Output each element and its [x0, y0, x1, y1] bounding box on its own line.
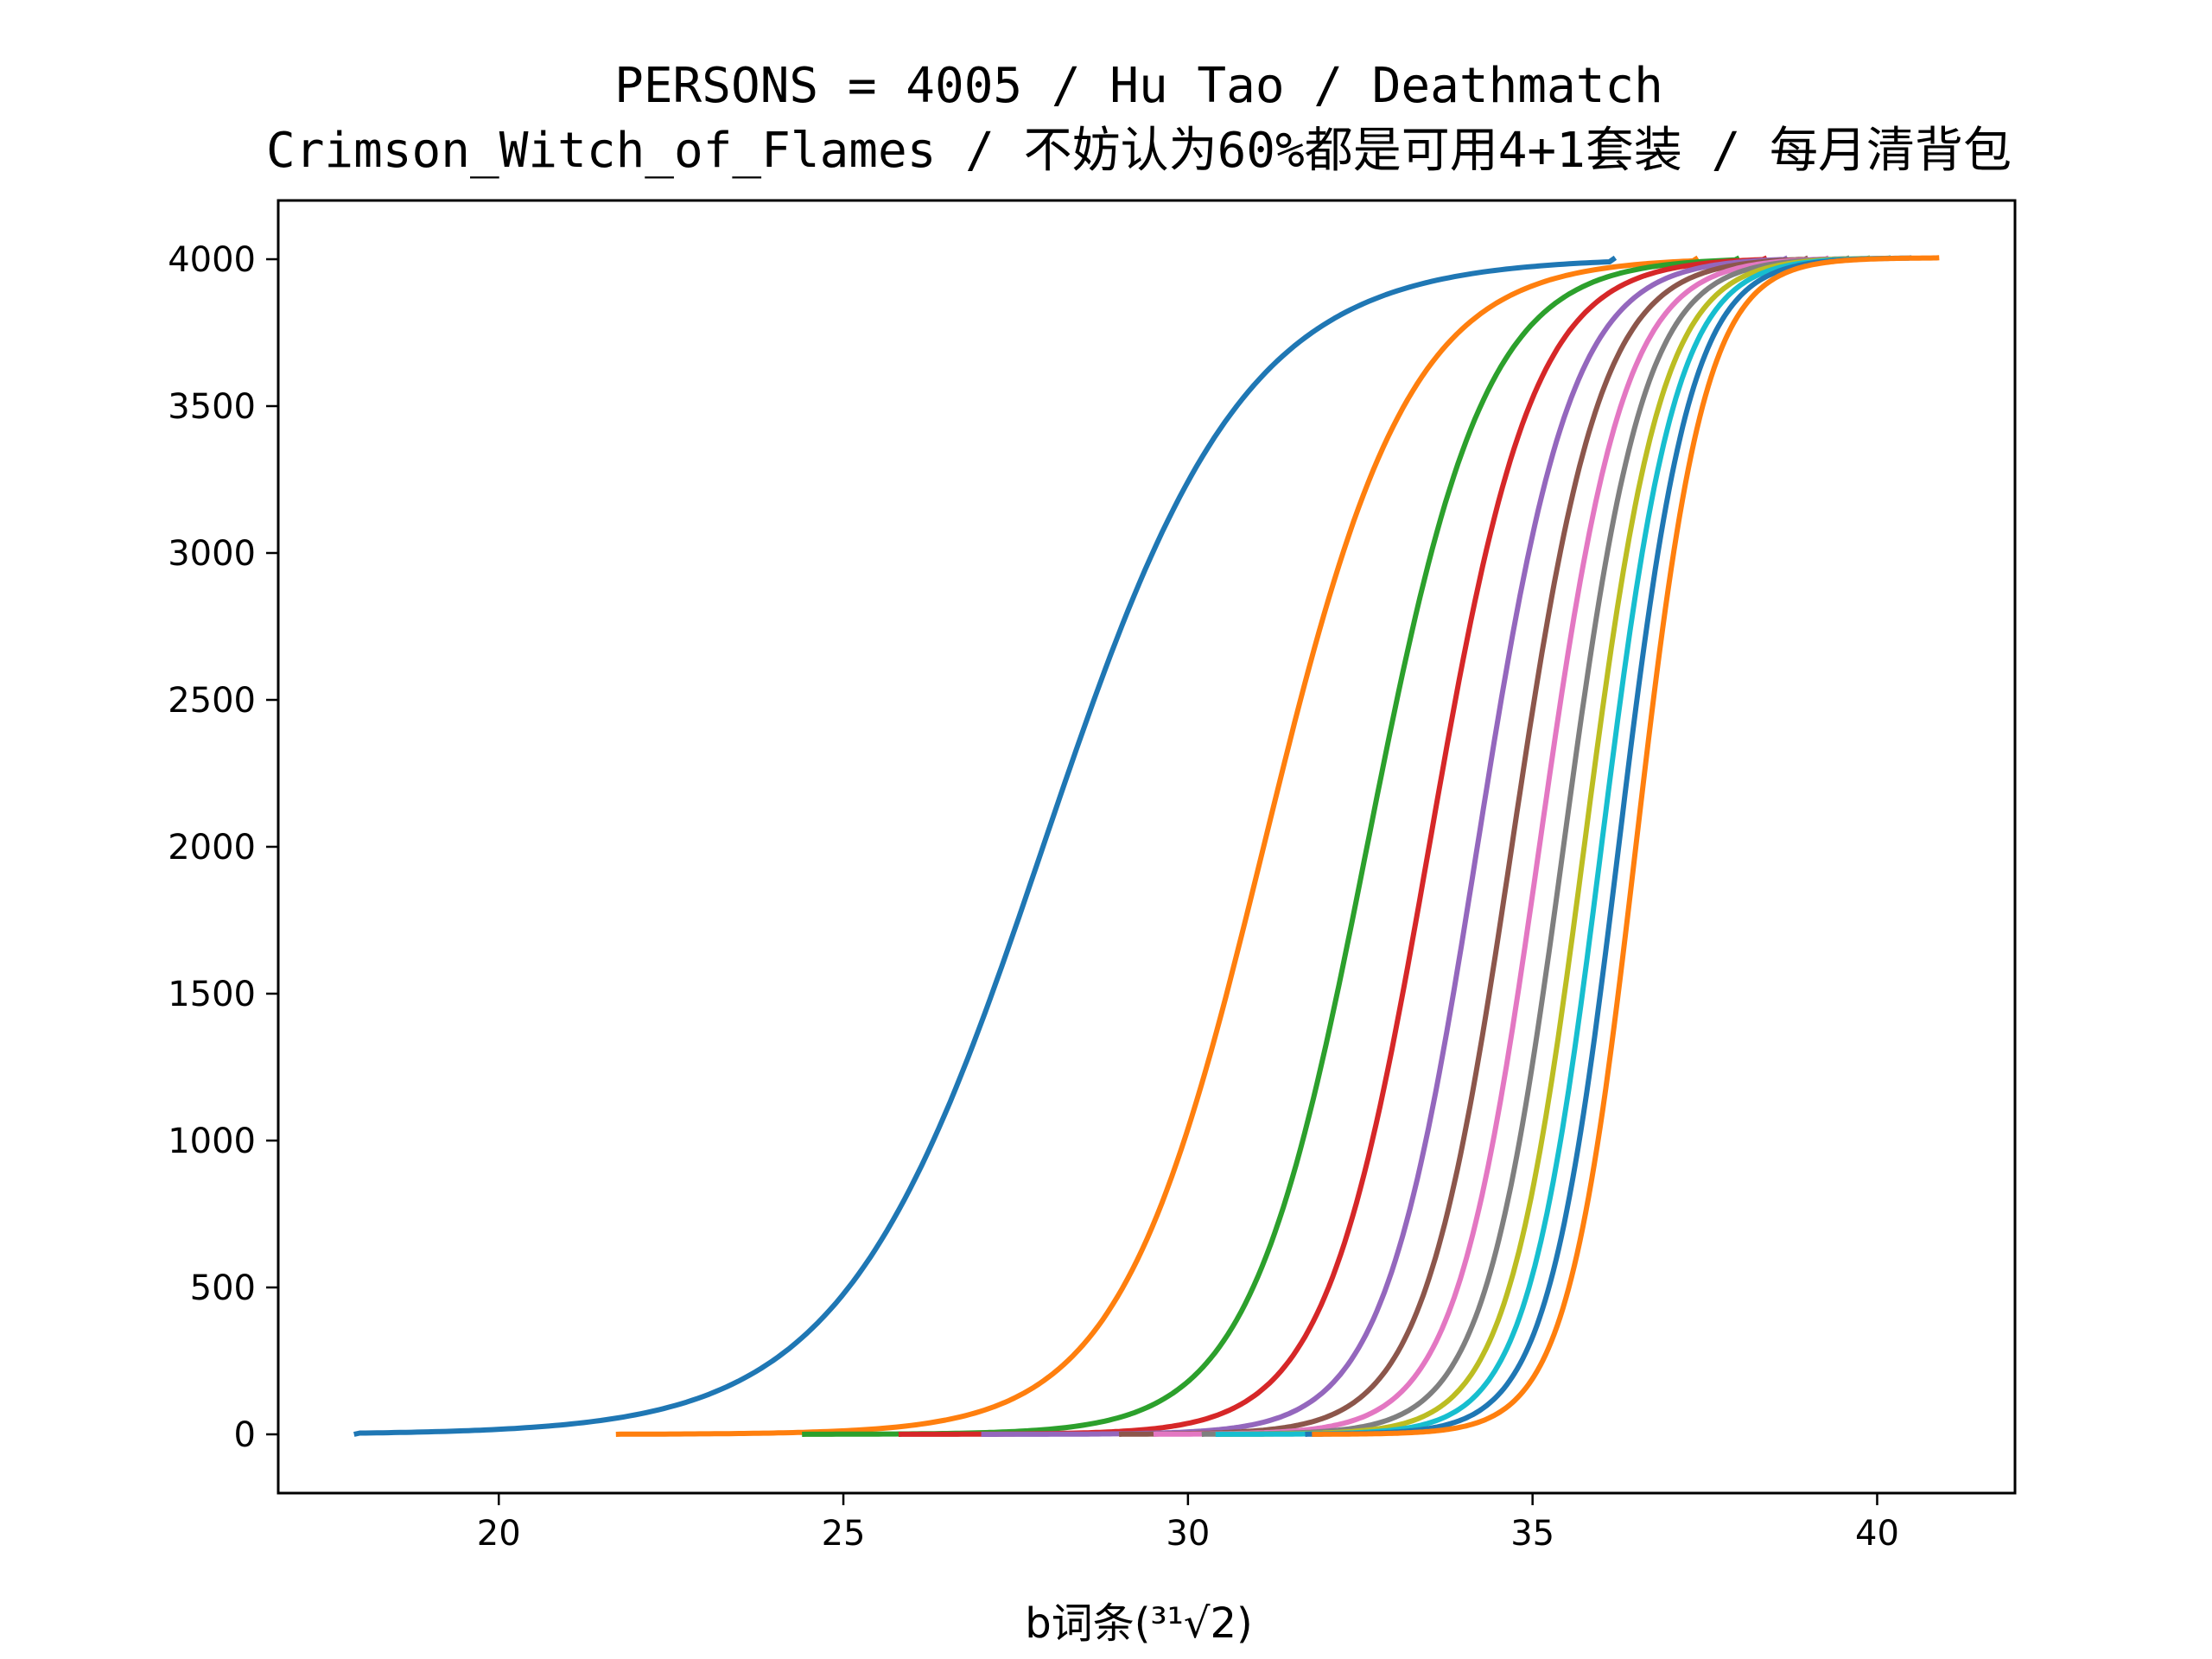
x-tick-label: 25	[822, 1514, 866, 1554]
series-line-6	[1118, 255, 1810, 1437]
series-line-10	[1215, 255, 1891, 1437]
series-layer	[353, 255, 1940, 1437]
y-axis: 0 500 1000 1500 2000 2500 3000 3500 4000	[168, 240, 278, 1455]
chart-title: PERSONS = 4005 / Hu Tao / Deathmatch	[614, 58, 1663, 114]
x-tick-label: 35	[1510, 1514, 1554, 1554]
x-axis: 20 25 30 35 40	[477, 1493, 1899, 1554]
y-tick-label: 1000	[168, 1122, 256, 1161]
y-tick-label: 0	[234, 1415, 256, 1455]
x-axis-label: b词条(³¹√2)	[1025, 1599, 1253, 1648]
x-tick-label: 40	[1855, 1514, 1899, 1554]
series-line-7	[1153, 255, 1830, 1437]
y-tick-label: 3000	[168, 534, 256, 574]
series-line-12	[1312, 255, 1940, 1437]
plot-frame	[276, 199, 2017, 1495]
y-tick-label: 3500	[168, 387, 256, 427]
series-line-9	[1215, 255, 1872, 1437]
series-line-5	[981, 255, 1789, 1437]
y-tick-label: 1500	[168, 975, 256, 1014]
series-line-3	[802, 255, 1741, 1437]
y-tick-label: 2500	[168, 681, 256, 721]
chart-subtitle: Crimson_Witch_of_Flames / 不妨认为60%都是可用4+1…	[266, 123, 2012, 179]
y-tick-label: 4000	[168, 240, 256, 280]
x-tick-label: 30	[1166, 1514, 1210, 1554]
series-line-2	[615, 255, 1700, 1437]
series-line-1	[353, 255, 1618, 1437]
x-tick-label: 20	[477, 1514, 521, 1554]
series-line-8	[1201, 255, 1851, 1437]
y-tick-label: 500	[190, 1268, 256, 1308]
y-tick-label: 2000	[168, 828, 256, 868]
